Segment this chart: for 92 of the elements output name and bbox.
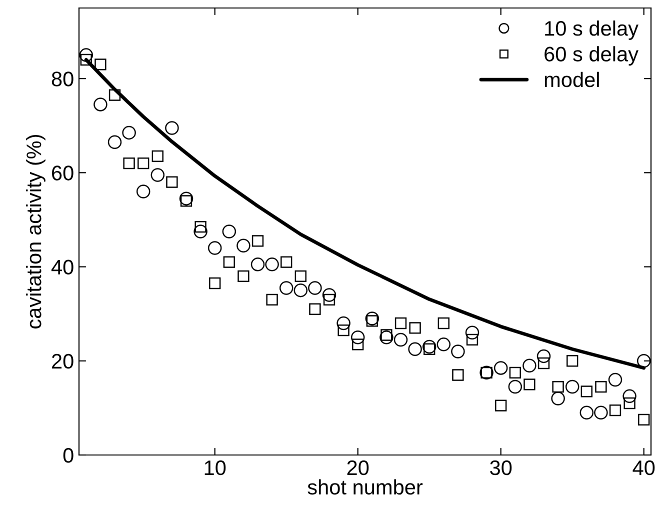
- point: [408, 342, 422, 356]
- y-tick-label: 60: [52, 166, 74, 180]
- point: [465, 326, 480, 340]
- point: [536, 349, 551, 364]
- point: [123, 157, 135, 170]
- point: [451, 344, 465, 358]
- point: [266, 294, 278, 306]
- point: [336, 316, 350, 330]
- y-tick-label: 0: [63, 448, 74, 463]
- point: [308, 281, 322, 295]
- point: [509, 366, 521, 378]
- point: [595, 380, 607, 393]
- point: [152, 150, 164, 162]
- point: [624, 397, 636, 410]
- point: [238, 270, 250, 282]
- point: [452, 369, 464, 381]
- point: [638, 414, 650, 426]
- point: [294, 270, 306, 282]
- point: [551, 392, 565, 406]
- point: [294, 283, 308, 298]
- point: [180, 195, 192, 207]
- point: [422, 340, 436, 354]
- point: [622, 389, 636, 404]
- point: [594, 406, 608, 420]
- x-axis-title: shot number: [308, 479, 423, 495]
- point: [265, 258, 279, 272]
- point: [252, 235, 264, 247]
- point: [236, 238, 250, 252]
- point: [280, 256, 292, 268]
- point: [366, 315, 378, 327]
- point: [108, 135, 122, 149]
- point: [552, 380, 564, 393]
- point: [223, 256, 235, 268]
- point: [338, 324, 350, 336]
- point: [636, 354, 651, 368]
- point: [222, 224, 236, 238]
- y-tick-label: 20: [52, 354, 74, 369]
- point: [566, 355, 578, 367]
- point: [609, 404, 622, 416]
- point: [122, 126, 136, 140]
- point: [508, 380, 522, 394]
- point: [194, 220, 206, 233]
- point: [108, 89, 121, 101]
- point: [608, 372, 622, 387]
- point: [150, 168, 165, 182]
- x-tick-label: 40: [632, 460, 655, 476]
- point: [209, 277, 221, 290]
- point: [522, 358, 536, 372]
- point: [322, 288, 336, 302]
- point: [208, 241, 222, 255]
- point: [309, 303, 321, 315]
- point: [136, 184, 150, 198]
- x-tick-label: 30: [490, 460, 512, 476]
- point: [538, 357, 550, 370]
- x-tick-label: 20: [347, 460, 369, 476]
- point: [194, 224, 208, 238]
- point: [466, 334, 478, 346]
- point: [436, 338, 451, 352]
- legend-label: model: [544, 72, 599, 88]
- point: [565, 380, 580, 394]
- point: [495, 400, 507, 412]
- point: [365, 312, 380, 326]
- point: [352, 338, 364, 350]
- point: [580, 406, 594, 420]
- y-tick-label: 80: [52, 72, 74, 86]
- point: [350, 330, 365, 344]
- point: [394, 317, 407, 330]
- point: [279, 281, 294, 295]
- y-axis-title: cavitation activity (%): [26, 134, 46, 328]
- point: [94, 58, 106, 70]
- legend-label: 60 s delay: [544, 46, 638, 66]
- point: [323, 294, 336, 306]
- y-tick-label: 40: [51, 260, 74, 275]
- point: [250, 258, 265, 272]
- point: [494, 361, 508, 375]
- point: [438, 317, 450, 330]
- x-tick-label: 10: [204, 460, 226, 476]
- point: [394, 332, 408, 347]
- point: [424, 343, 436, 355]
- point: [166, 176, 178, 188]
- point: [409, 322, 421, 334]
- legend-label: 10 s delay: [545, 20, 638, 40]
- point: [165, 121, 179, 135]
- point: [524, 378, 536, 390]
- point: [580, 386, 592, 398]
- point: [79, 48, 94, 62]
- point: [179, 192, 194, 206]
- point: [380, 330, 394, 344]
- point: [80, 54, 92, 66]
- point: [94, 98, 108, 112]
- point: [380, 329, 392, 341]
- point: [138, 157, 150, 170]
